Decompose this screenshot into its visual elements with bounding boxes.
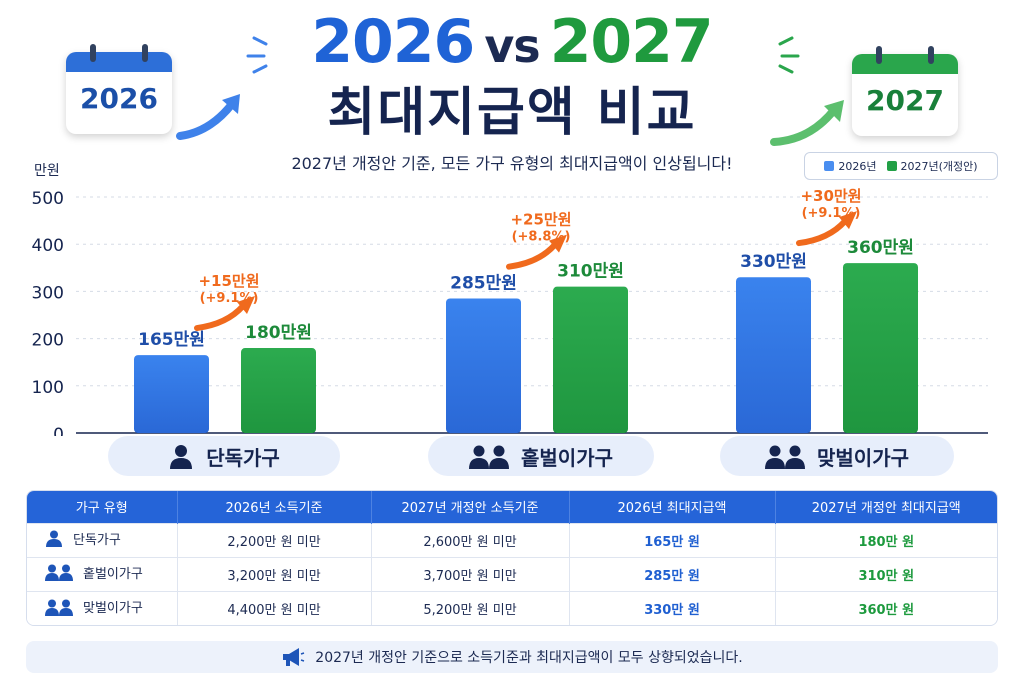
sparkle-left-icon	[246, 36, 268, 74]
footnote-text: 2027년 개정안 기준으로 소득기준과 최대지급액이 모두 상향되었습니다.	[315, 650, 743, 666]
increase-arrow	[194, 303, 246, 332]
increase-arrowhead	[549, 234, 567, 253]
table-row: 맞벌이가구 4,400만 원 미만 5,200만 원 미만 330만 원 360…	[27, 590, 997, 625]
calendar-2026-year: 2026	[80, 82, 158, 115]
bar-2026	[736, 277, 811, 433]
single-person-icon	[170, 445, 193, 469]
calendar-2027-year: 2027	[866, 84, 944, 117]
legend-label-2026: 2026년	[838, 160, 877, 173]
increase-arrow	[796, 218, 848, 247]
table-cell-type: 단독가구	[27, 522, 178, 557]
increase-percent-label: (+9.1%)	[200, 291, 259, 306]
two-people-icon	[45, 563, 73, 585]
title-years: 2026 vs 2027	[0, 6, 1024, 82]
title-vs: vs	[484, 19, 540, 73]
row-type-label: 맞벌이가구	[83, 601, 143, 616]
two-people-icon	[765, 445, 805, 469]
col-header-income-2027: 2027년 개정안 소득기준	[371, 491, 570, 523]
page-title: 2026 vs 2027 최대지급액 비교	[0, 6, 1024, 144]
footnote-banner: 2027년 개정안 기준으로 소득기준과 최대지급액이 모두 상향되었습니다.	[26, 641, 998, 673]
table-cell-income-2027: 2,600만 원 미만	[371, 522, 570, 557]
bar-2027	[241, 348, 316, 433]
col-header-income-2026: 2026년 소득기준	[177, 491, 372, 523]
col-header-max-2027: 2027년 개정안 최대지급액	[775, 491, 997, 523]
table-cell-income-2026: 4,400만 원 미만	[177, 590, 372, 625]
y-tick-label: 500	[32, 189, 64, 209]
table-cell-income-2027: 5,200만 원 미만	[371, 590, 570, 625]
table-cell-income-2027: 3,700만 원 미만	[371, 556, 570, 591]
table-row: 단독가구 2,200만 원 미만 2,600만 원 미만 165만 원 180만…	[27, 522, 997, 557]
category-label-dual-earner: 맞벌이가구	[817, 445, 909, 470]
increase-arrowhead	[237, 296, 255, 315]
subtitle: 2027년 개정안 기준, 모든 가구 유형의 최대지급액이 인상됩니다!	[291, 154, 733, 173]
y-tick-label: 200	[32, 331, 64, 351]
bar-value-label: 285만원	[450, 273, 517, 293]
bar-2026	[134, 355, 209, 433]
green-arrow-icon	[770, 100, 844, 146]
title-year-b: 2027	[549, 7, 714, 77]
table-cell-max-2027: 180만 원	[775, 522, 997, 557]
table-row: 홑벌이가구 3,200만 원 미만 3,700만 원 미만 285만 원 310…	[27, 556, 997, 591]
bar-2027	[553, 286, 628, 433]
bar-value-label: 165만원	[138, 330, 205, 350]
increase-arrow	[506, 241, 558, 270]
increase-amount-label: +30만원	[800, 187, 861, 205]
blue-arrow-icon	[176, 94, 240, 140]
legend-item-2026: 2026년	[824, 158, 877, 174]
increase-percent-label: (+9.1%)	[802, 206, 861, 221]
category-label-single-earner: 홑벌이가구	[521, 445, 613, 470]
increase-amount-label: +15만원	[198, 272, 259, 290]
bar-2026	[446, 298, 521, 433]
two-people-icon	[45, 598, 73, 620]
two-people-icon	[469, 445, 509, 469]
table-cell-max-2026: 330만 원	[569, 590, 776, 625]
table-cell-income-2026: 2,200만 원 미만	[177, 522, 372, 557]
table-cell-type: 홑벌이가구	[27, 556, 178, 591]
bar-value-label: 310만원	[557, 262, 624, 282]
table-cell-max-2027: 310만 원	[775, 556, 997, 591]
category-pill-single: 단독가구	[108, 436, 340, 476]
col-header-max-2026: 2026년 최대지급액	[569, 491, 776, 523]
category-pill-dual-earner: 맞벌이가구	[720, 436, 954, 476]
y-axis-unit-label: 만원	[34, 163, 60, 179]
legend-item-2027: 2027년(개정안)	[886, 158, 978, 174]
row-type-label: 단독가구	[73, 532, 121, 548]
title-subject: 최대지급액 비교	[327, 83, 697, 143]
category-pill-single-earner: 홑벌이가구	[428, 436, 654, 476]
increase-arrowhead	[839, 211, 857, 230]
chart-legend: 2026년 2027년(개정안)	[804, 152, 998, 180]
title-year-a: 2026	[311, 7, 475, 77]
table-cell-max-2026: 285만 원	[569, 556, 776, 591]
calendar-2027-icon: 2027	[852, 46, 958, 136]
y-tick-label: 0	[53, 425, 64, 436]
table-cell-max-2027: 360만 원	[775, 590, 997, 625]
megaphone-icon	[283, 648, 305, 666]
bar-value-label: 360만원	[847, 238, 914, 258]
col-header-type: 가구 유형	[27, 491, 178, 523]
comparison-table: 가구 유형 2026년 소득기준 2027년 개정안 소득기준 2026년 최대…	[26, 490, 998, 626]
bar-2027	[843, 263, 918, 433]
calendar-2026-icon: 2026	[66, 44, 172, 134]
table-cell-income-2026: 3,200만 원 미만	[177, 556, 372, 591]
row-type-label: 홑벌이가구	[83, 566, 143, 582]
increase-amount-label: +25만원	[510, 211, 571, 229]
y-tick-label: 400	[32, 236, 64, 256]
y-tick-label: 300	[32, 283, 64, 303]
increase-percent-label: (+8.8%)	[512, 230, 571, 245]
category-label-single: 단독가구	[206, 445, 280, 470]
table-cell-type: 맞벌이가구	[27, 590, 178, 625]
single-person-icon	[45, 529, 63, 551]
y-tick-label: 100	[32, 378, 64, 398]
table-header-row: 가구 유형 2026년 소득기준 2027년 개정안 소득기준 2026년 최대…	[27, 491, 997, 523]
sparkle-right-icon	[778, 36, 800, 74]
bar-value-label: 330만원	[740, 252, 807, 272]
bar-value-label: 180만원	[245, 323, 312, 343]
legend-label-2027: 2027년(개정안)	[900, 160, 978, 173]
table-cell-max-2026: 165만 원	[569, 522, 776, 557]
